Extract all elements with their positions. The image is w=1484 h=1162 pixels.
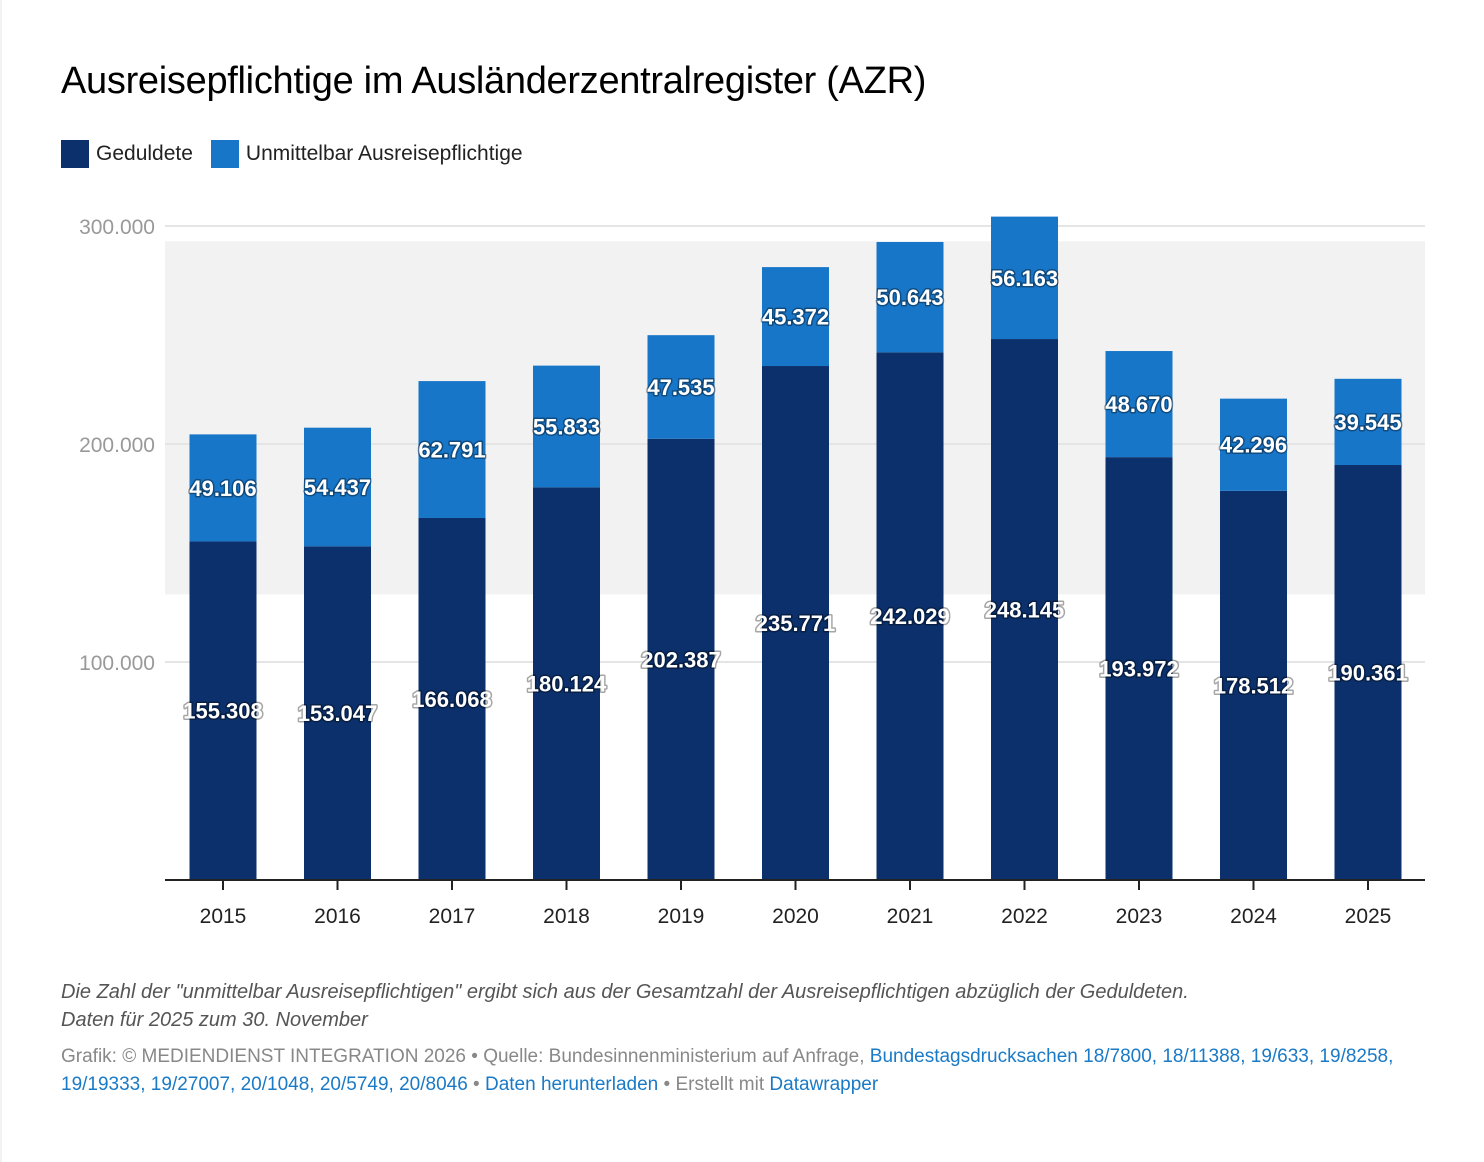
bar-unmittelbar <box>1334 378 1402 466</box>
chart-title: Ausreisepflichtige im Ausländerzentralre… <box>61 60 927 102</box>
value-label-unmittelbar: 50.643 <box>876 285 943 310</box>
bar-unmittelbar <box>1220 398 1287 491</box>
value-label-geduldete: 155.308 <box>183 699 263 724</box>
footer-separator: • <box>467 1074 485 1095</box>
bar-unmittelbar <box>1105 351 1173 458</box>
x-tick-label: 2018 <box>543 905 590 928</box>
y-tick-label: 100.000 <box>79 652 155 675</box>
x-tick-label: 2020 <box>772 905 819 928</box>
value-label-unmittelbar: 49.106 <box>189 476 256 501</box>
legend: Geduldete Unmittelbar Ausreisepflichtige <box>61 140 541 168</box>
download-data-link[interactable]: Daten herunterladen <box>484 1074 659 1095</box>
bar-geduldete <box>762 366 829 880</box>
value-label-unmittelbar: 42.296 <box>1220 433 1287 458</box>
value-label-geduldete: 248.145 <box>985 598 1065 623</box>
value-label-unmittelbar: 48.670 <box>1105 392 1172 417</box>
value-label-unmittelbar: 62.791 <box>418 438 485 463</box>
source-link[interactable]: Bundestagsdrucksachen 18/7800, 18/11388,… <box>61 1046 1394 1095</box>
chart-footer: Grafik: © MEDIENDIENST INTEGRATION 2026 … <box>61 1043 1441 1099</box>
y-tick-label: 300.000 <box>79 216 155 239</box>
x-tick-label: 2019 <box>658 905 705 928</box>
bar-unmittelbar <box>304 427 371 547</box>
x-tick-label: 2015 <box>200 905 247 928</box>
bar-unmittelbar <box>533 365 600 488</box>
value-label-geduldete: 202.387 <box>641 647 721 672</box>
x-tick-label: 2021 <box>887 905 934 928</box>
bar-unmittelbar <box>418 381 486 518</box>
x-tick-label: 2017 <box>429 905 476 928</box>
value-label-geduldete: 153.047 <box>298 701 378 726</box>
value-label-unmittelbar: 39.545 <box>1334 410 1401 435</box>
legend-swatch-unmittelbar <box>210 140 239 168</box>
x-tick-label: 2016 <box>314 905 361 928</box>
x-tick-label: 2023 <box>1116 905 1163 928</box>
x-tick-label: 2022 <box>1001 905 1048 928</box>
bar-unmittelbar <box>991 216 1058 340</box>
value-label-geduldete: 166.068 <box>412 687 492 712</box>
bar-geduldete <box>1105 457 1173 880</box>
bar-unmittelbar <box>762 267 829 367</box>
bar-geduldete <box>991 339 1058 880</box>
footer-created-with: • Erstellt mit <box>658 1074 770 1095</box>
value-label-unmittelbar: 56.163 <box>991 266 1058 291</box>
legend-label-geduldete: Geduldete <box>96 142 193 165</box>
footer-credit: Grafik: © MEDIENDIENST INTEGRATION 2026 … <box>61 1046 870 1067</box>
y-tick-label: 200.000 <box>79 434 155 457</box>
x-tick-label: 2024 <box>1230 905 1277 928</box>
note-line-2: Daten für 2025 zum 30. November <box>61 1009 368 1031</box>
value-label-geduldete: 242.029 <box>870 604 950 629</box>
legend-item-unmittelbar: Unmittelbar Ausreisepflichtige <box>210 140 523 168</box>
value-label-unmittelbar: 45.372 <box>762 305 829 330</box>
datawrapper-link[interactable]: Datawrapper <box>769 1074 879 1095</box>
value-label-geduldete: 193.972 <box>1099 657 1179 682</box>
bar-unmittelbar <box>647 335 715 439</box>
x-tick-label: 2025 <box>1345 905 1392 928</box>
bar-geduldete <box>189 541 257 880</box>
legend-item-geduldete: Geduldete <box>61 140 193 168</box>
stacked-bar-chart: 100.000 200.000 300.000 2015 2016 2017 2018 20… <box>79 216 1425 928</box>
value-label-unmittelbar: 55.833 <box>533 414 600 439</box>
value-label-geduldete: 190.361 <box>1328 661 1408 686</box>
value-label-unmittelbar: 47.535 <box>647 375 714 400</box>
value-label-unmittelbar: 54.437 <box>304 475 371 500</box>
bar-geduldete <box>876 352 944 880</box>
legend-swatch-geduldete <box>61 140 89 168</box>
legend-label-unmittelbar: Unmittelbar Ausreisepflichtige <box>245 142 523 165</box>
value-label-geduldete: 235.771 <box>756 611 836 636</box>
bar-geduldete <box>418 517 486 880</box>
bar-geduldete <box>1220 490 1287 880</box>
value-label-geduldete: 180.124 <box>527 672 607 697</box>
bar-geduldete <box>647 438 715 880</box>
bar-unmittelbar <box>189 434 257 542</box>
bar-unmittelbar <box>876 241 944 353</box>
chart-notes: Die Zahl der "unmittelbar Ausreisepflich… <box>61 978 1441 1034</box>
bar-geduldete <box>533 487 600 880</box>
value-label-geduldete: 178.512 <box>1214 673 1294 698</box>
bar-geduldete <box>1334 465 1402 880</box>
note-line-1: Die Zahl der "unmittelbar Ausreisepflich… <box>61 981 1189 1003</box>
bar-geduldete <box>304 546 371 880</box>
